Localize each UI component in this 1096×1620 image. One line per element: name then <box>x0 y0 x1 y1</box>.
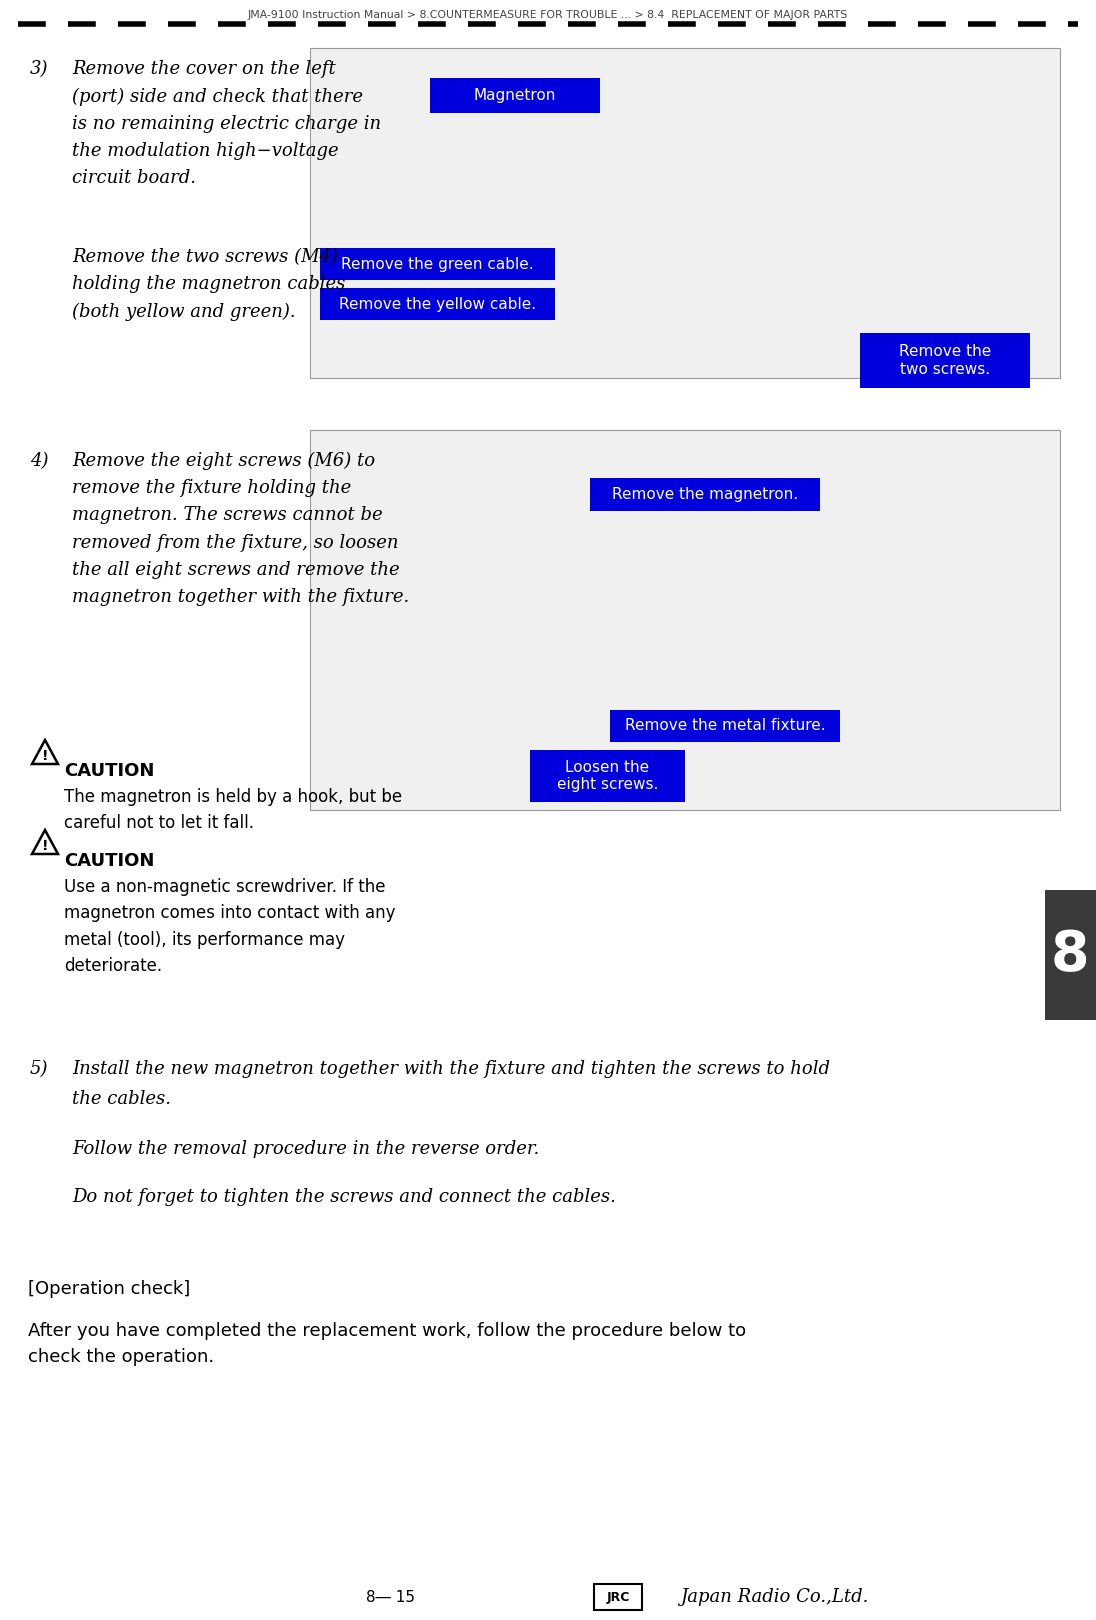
FancyBboxPatch shape <box>320 288 555 321</box>
Text: Remove the metal fixture.: Remove the metal fixture. <box>625 719 825 734</box>
FancyBboxPatch shape <box>310 429 1060 810</box>
Text: JRC: JRC <box>606 1591 630 1604</box>
FancyBboxPatch shape <box>310 49 1060 377</box>
FancyBboxPatch shape <box>530 750 685 802</box>
Text: !: ! <box>42 748 48 763</box>
Text: Remove the two screws (M4)
holding the magnetron cables
(both yellow and green).: Remove the two screws (M4) holding the m… <box>72 248 345 321</box>
FancyBboxPatch shape <box>320 248 555 280</box>
Text: JMA-9100 Instruction Manual > 8.COUNTERMEASURE FOR TROUBLE ... > 8.4  REPLACEMEN: JMA-9100 Instruction Manual > 8.COUNTERM… <box>248 10 848 19</box>
Text: !: ! <box>42 839 48 852</box>
Text: 8― 15: 8― 15 <box>365 1589 414 1604</box>
FancyBboxPatch shape <box>860 334 1030 389</box>
Text: The magnetron is held by a hook, but be
careful not to let it fall.: The magnetron is held by a hook, but be … <box>64 787 402 833</box>
FancyBboxPatch shape <box>610 710 840 742</box>
Text: After you have completed the replacement work, follow the procedure below to
che: After you have completed the replacement… <box>28 1322 746 1366</box>
Text: Remove the yellow cable.: Remove the yellow cable. <box>339 296 536 311</box>
FancyBboxPatch shape <box>594 1584 642 1610</box>
Text: Remove the green cable.: Remove the green cable. <box>341 256 534 272</box>
Text: CAUTION: CAUTION <box>64 852 155 870</box>
Text: the cables.: the cables. <box>72 1090 171 1108</box>
Text: Install the new magnetron together with the fixture and tighten the screws to ho: Install the new magnetron together with … <box>72 1059 830 1077</box>
Text: Remove the eight screws (M6) to
remove the fixture holding the
magnetron. The sc: Remove the eight screws (M6) to remove t… <box>72 452 409 606</box>
Text: Do not forget to tighten the screws and connect the cables.: Do not forget to tighten the screws and … <box>72 1187 616 1205</box>
FancyBboxPatch shape <box>590 478 820 510</box>
Text: 4): 4) <box>30 452 48 470</box>
Text: Remove the
two screws.: Remove the two screws. <box>899 345 991 377</box>
Text: CAUTION: CAUTION <box>64 761 155 779</box>
Text: Loosen the
eight screws.: Loosen the eight screws. <box>557 760 659 792</box>
Text: Remove the cover on the left
(port) side and check that there
is no remaining el: Remove the cover on the left (port) side… <box>72 60 381 186</box>
FancyBboxPatch shape <box>1044 889 1096 1021</box>
Text: Japan Radio Co.,Ltd.: Japan Radio Co.,Ltd. <box>680 1588 868 1605</box>
Text: 8: 8 <box>1051 928 1089 982</box>
Text: Follow the removal procedure in the reverse order.: Follow the removal procedure in the reve… <box>72 1140 539 1158</box>
Text: 3): 3) <box>30 60 48 78</box>
Text: Remove the magnetron.: Remove the magnetron. <box>612 488 798 502</box>
Text: [Operation check]: [Operation check] <box>28 1280 191 1298</box>
Text: Magnetron: Magnetron <box>473 87 556 104</box>
FancyBboxPatch shape <box>430 78 600 113</box>
Text: 5): 5) <box>30 1059 48 1077</box>
Text: Use a non-magnetic screwdriver. If the
magnetron comes into contact with any
met: Use a non-magnetic screwdriver. If the m… <box>64 878 396 975</box>
